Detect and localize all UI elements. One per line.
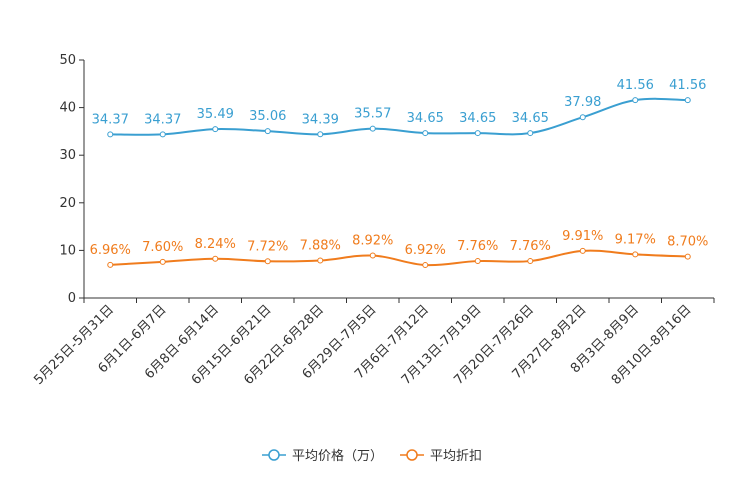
legend-label-2: 平均折扣 <box>430 449 482 464</box>
data-point <box>159 131 166 138</box>
legend-label-1: 平均价格（万） <box>292 448 383 464</box>
data-point <box>474 258 481 265</box>
data-point <box>579 114 586 121</box>
data-point <box>107 261 114 268</box>
data-point <box>212 255 219 262</box>
y-tick-label: 0 <box>68 291 76 306</box>
data-label: 9.91% <box>562 229 603 244</box>
data-label: 8.24% <box>195 237 236 252</box>
y-tick-label: 10 <box>59 243 76 258</box>
data-point <box>632 251 639 258</box>
series-line-1 <box>110 97 688 136</box>
data-point <box>474 130 481 137</box>
data-point <box>159 258 166 265</box>
legend: 平均价格（万） 平均折扣 <box>262 448 482 464</box>
y-tick-label: 50 <box>59 53 76 68</box>
data-point <box>107 131 114 138</box>
y-tick-label: 30 <box>59 148 76 163</box>
series-line-2 <box>110 249 688 267</box>
data-label: 6.92% <box>405 243 446 258</box>
data-label: 41.56 <box>669 78 706 93</box>
data-label: 6.96% <box>90 243 131 258</box>
data-label: 34.65 <box>407 111 444 126</box>
legend-marker-2 <box>406 449 418 461</box>
data-point <box>527 258 534 265</box>
data-label: 41.56 <box>617 78 654 93</box>
data-point <box>212 126 219 133</box>
data-point <box>264 128 271 135</box>
data-label: 34.37 <box>144 112 181 127</box>
data-label: 7.60% <box>142 240 183 255</box>
data-label: 8.70% <box>667 235 708 250</box>
y-tick-label: 20 <box>59 196 76 211</box>
data-label: 34.39 <box>302 112 339 127</box>
data-point <box>264 258 271 265</box>
data-label: 35.49 <box>197 107 234 122</box>
data-label: 34.65 <box>512 111 549 126</box>
data-label: 7.76% <box>510 239 551 254</box>
data-point <box>422 130 429 137</box>
data-point <box>369 252 376 259</box>
data-label: 34.37 <box>92 112 129 127</box>
legend-marker-1 <box>268 449 280 461</box>
data-point <box>684 253 691 260</box>
data-label: 35.06 <box>249 109 286 124</box>
data-point <box>422 262 429 269</box>
data-point <box>527 130 534 137</box>
data-label: 9.17% <box>615 232 656 247</box>
data-label: 35.57 <box>354 107 391 122</box>
data-label: 8.92% <box>352 234 393 249</box>
data-label: 7.72% <box>247 239 288 254</box>
data-label: 7.88% <box>300 238 341 253</box>
data-label: 7.76% <box>457 239 498 254</box>
data-point <box>684 97 691 104</box>
data-label: 34.65 <box>459 111 496 126</box>
y-tick-label: 40 <box>59 101 76 116</box>
data-point <box>579 247 586 254</box>
data-point <box>317 131 324 138</box>
data-point <box>317 257 324 264</box>
data-point <box>632 97 639 104</box>
data-point <box>369 125 376 132</box>
data-label: 37.98 <box>564 95 601 110</box>
